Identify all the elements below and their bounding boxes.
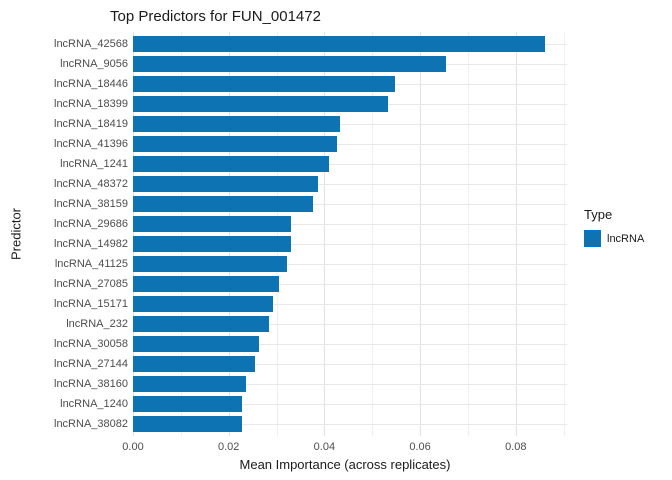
y-tick-label: lncRNA_48372 [54, 178, 128, 190]
bar [133, 236, 291, 252]
gridline-horizontal [133, 323, 567, 325]
gridline-vertical [563, 32, 565, 436]
legend-swatch-lncRNA [584, 230, 601, 247]
gridline-horizontal [133, 363, 567, 365]
y-tick-label: lncRNA_18419 [54, 118, 128, 130]
bar [133, 356, 256, 372]
legend-item: lncRNA [584, 230, 644, 247]
gridline-horizontal [133, 383, 567, 385]
x-tick-label: 0.04 [313, 441, 336, 453]
y-tick-label: lncRNA_30058 [54, 338, 128, 350]
y-tick-label: lncRNA_41125 [54, 258, 128, 270]
gridline-horizontal [133, 283, 567, 285]
y-tick-label: lncRNA_18446 [54, 78, 128, 90]
y-tick-label: lncRNA_27144 [54, 358, 128, 370]
bar [133, 116, 340, 132]
gridline-horizontal [133, 263, 567, 265]
gridline-vertical [228, 32, 230, 436]
y-tick-label: lncRNA_9056 [60, 58, 128, 70]
legend-title: Type [584, 207, 613, 222]
x-tick-label: 0.02 [217, 441, 240, 453]
y-axis-title: Predictor [8, 207, 24, 261]
gridline-horizontal [133, 303, 567, 305]
y-tick-label: lncRNA_38159 [54, 198, 128, 210]
bar [133, 336, 260, 352]
bar [133, 156, 329, 172]
bar [133, 196, 313, 212]
gridline-vertical [372, 32, 374, 436]
plot-panel [133, 32, 567, 436]
gridline-vertical [180, 32, 182, 436]
bar [133, 96, 388, 112]
y-tick-label: lncRNA_27085 [54, 278, 128, 290]
bar [133, 376, 246, 392]
y-tick-label: lncRNA_1241 [60, 158, 128, 170]
gridline-horizontal [133, 143, 567, 145]
bar [133, 256, 288, 272]
gridline-horizontal [133, 163, 567, 165]
bar [133, 416, 242, 432]
bar [133, 36, 545, 52]
y-tick-label: lncRNA_38160 [54, 378, 128, 390]
y-tick-label: lncRNA_18399 [54, 98, 128, 110]
gridline-vertical [276, 32, 278, 436]
y-tick-label: lncRNA_38082 [54, 418, 128, 430]
y-tick-label: lncRNA_14982 [54, 238, 128, 250]
gridline-vertical [133, 32, 134, 436]
gridline-vertical [515, 32, 517, 436]
gridline-horizontal [133, 243, 567, 245]
bar [133, 136, 337, 152]
y-tick-label: lncRNA_1240 [60, 398, 128, 410]
x-tick-label: 0.00 [122, 441, 144, 453]
bar [133, 76, 396, 92]
y-tick-label: lncRNA_232 [66, 318, 128, 330]
x-tick-label: 0.06 [409, 441, 431, 453]
gridline-horizontal [133, 403, 567, 405]
bar [133, 316, 270, 332]
gridline-horizontal [133, 123, 567, 125]
bar [133, 216, 292, 232]
x-tick-label: 0.08 [505, 441, 527, 453]
bar [133, 56, 447, 72]
gridline-horizontal [133, 183, 567, 185]
gridline-vertical [324, 32, 326, 436]
legend-item-label: lncRNA [607, 232, 645, 245]
y-tick-label: lncRNA_29686 [54, 218, 128, 230]
y-tick-label: lncRNA_42568 [54, 38, 128, 50]
bar [133, 176, 318, 192]
gridline-horizontal [133, 343, 567, 345]
gridline-horizontal [133, 423, 567, 425]
bar [133, 276, 279, 292]
legend: Type lncRNA [584, 207, 644, 247]
gridline-horizontal [133, 223, 567, 225]
bar [133, 296, 273, 312]
gridline-vertical [420, 32, 422, 436]
y-tick-label: lncRNA_41396 [54, 138, 128, 150]
y-tick-label: lncRNA_15171 [54, 298, 128, 310]
gridline-horizontal [133, 203, 567, 205]
chart-title: Top Predictors for FUN_001472 [110, 8, 321, 25]
bar [133, 396, 243, 412]
gridline-vertical [467, 32, 469, 436]
x-axis-title: Mean Importance (across replicates) [239, 457, 451, 472]
